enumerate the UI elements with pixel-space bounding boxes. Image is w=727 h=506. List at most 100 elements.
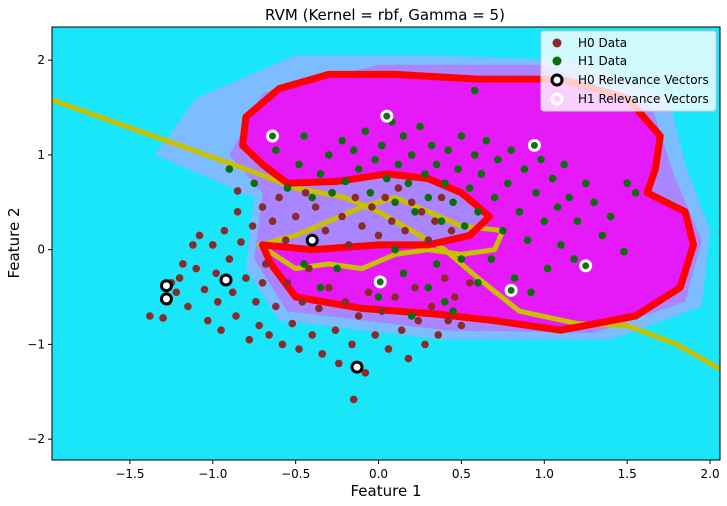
h0-data-point	[315, 304, 323, 313]
h0-data-point	[388, 217, 396, 225]
h0-data-point	[457, 321, 466, 330]
h0-data-point	[394, 184, 403, 192]
h1-data-point	[523, 236, 532, 244]
h0-data-point	[233, 187, 242, 195]
h0-data-point	[311, 203, 320, 211]
h0-data-point	[421, 340, 429, 349]
h1-data-point	[494, 155, 502, 164]
h1-data-point	[349, 146, 358, 154]
h1-data-point	[427, 141, 436, 150]
x-tick-label: 2.0	[701, 467, 720, 481]
h0-data-point	[242, 274, 250, 282]
h0-data-point	[295, 345, 303, 353]
h0-data-point	[248, 222, 257, 230]
h0-data-point	[424, 236, 433, 244]
h0-data-point	[374, 231, 383, 240]
legend-label-h1-data: H1 Data	[578, 54, 627, 68]
h0-data-point	[291, 212, 300, 221]
y-tick-label: 0	[37, 243, 45, 257]
h0-data-point	[338, 212, 346, 221]
h0-data-point	[228, 288, 237, 297]
h0-data-point	[179, 260, 187, 268]
h1-data-point	[553, 203, 562, 211]
h1-relevance-vector	[380, 109, 394, 123]
h0-data-point	[381, 193, 390, 202]
h1-data-point	[474, 208, 482, 216]
y-tick-label: −1	[27, 337, 45, 351]
h0-data-point	[318, 350, 327, 358]
h1-data-point	[421, 170, 429, 178]
h0-data-point	[283, 279, 292, 287]
h1-data-point	[399, 132, 408, 140]
h0-data-point	[281, 236, 290, 244]
h0-data-point	[258, 203, 267, 211]
h0-data-point	[391, 293, 399, 301]
h0-data-point	[351, 193, 360, 202]
h1-data-point	[378, 141, 386, 150]
h1-data-point	[366, 189, 375, 197]
h0-data-point	[268, 217, 277, 225]
h0-data-point	[444, 316, 453, 325]
h0-data-point	[233, 208, 242, 216]
h1-data-point	[374, 293, 383, 301]
h0-data-point	[368, 203, 376, 211]
h1-data-point	[457, 255, 466, 263]
h1-data-point	[316, 170, 325, 178]
h1-data-point	[441, 179, 449, 188]
h1-data-point	[540, 217, 549, 225]
h1-data-point	[407, 312, 416, 320]
y-tick-label: 2	[37, 53, 45, 67]
h0-data-point	[278, 340, 287, 349]
h1-data-point	[283, 184, 292, 192]
h1-data-point	[300, 132, 308, 140]
margin-line-main	[52, 97, 720, 372]
h0-data-point	[371, 331, 380, 339]
h0-data-point	[272, 302, 280, 311]
h1-data-point	[537, 155, 545, 164]
h0-relevance-vector	[159, 279, 173, 293]
h1-data-point	[606, 212, 615, 221]
h1-data-point	[598, 231, 607, 240]
h1-data-point	[341, 177, 350, 186]
h0-data-point	[401, 226, 409, 235]
h0-data-point	[232, 312, 240, 320]
h0-data-point	[305, 264, 313, 273]
h1-data-point	[482, 136, 491, 145]
h0-data-point	[184, 302, 192, 311]
h1-data-point	[225, 165, 234, 173]
h1-data-point	[487, 255, 496, 263]
h1-data-point	[432, 260, 441, 268]
h1-data-point	[361, 127, 370, 135]
h1-data-point	[371, 155, 380, 164]
h1-data-point	[510, 274, 519, 282]
h1-data-point	[520, 165, 529, 173]
h1-data-point	[543, 264, 552, 273]
h1-data-point	[470, 151, 479, 159]
h0-data-point	[451, 293, 459, 301]
h0-data-point	[214, 298, 222, 306]
h0-data-point	[200, 285, 209, 294]
decision-boundary-line	[239, 70, 697, 334]
h1-data-point	[557, 241, 565, 249]
legend-marker-h1-data	[552, 56, 562, 66]
h1-data-point	[272, 146, 280, 154]
h1-data-point	[460, 222, 469, 230]
y-axis-label: Feature 2	[5, 208, 23, 279]
h0-data-point	[397, 326, 406, 335]
h0-data-point	[175, 274, 184, 282]
h1-data-point	[620, 247, 628, 256]
h0-data-point	[192, 264, 200, 273]
y-axis-ticks: −2 −1 0 1 2	[27, 53, 52, 446]
h1-relevance-vector	[527, 138, 541, 152]
margin-lines	[52, 97, 720, 372]
h1-data-point	[432, 160, 441, 169]
h0-data-point	[245, 335, 254, 344]
legend-label-h1-rv: H1 Relevance Vectors	[578, 92, 709, 106]
h1-data-point	[328, 189, 336, 197]
legend-marker-h0-rv	[550, 73, 564, 87]
h1-data-point	[354, 165, 363, 173]
h1-data-point	[391, 245, 399, 254]
h0-data-point	[237, 238, 245, 246]
x-axis-label: Feature 1	[351, 482, 422, 500]
